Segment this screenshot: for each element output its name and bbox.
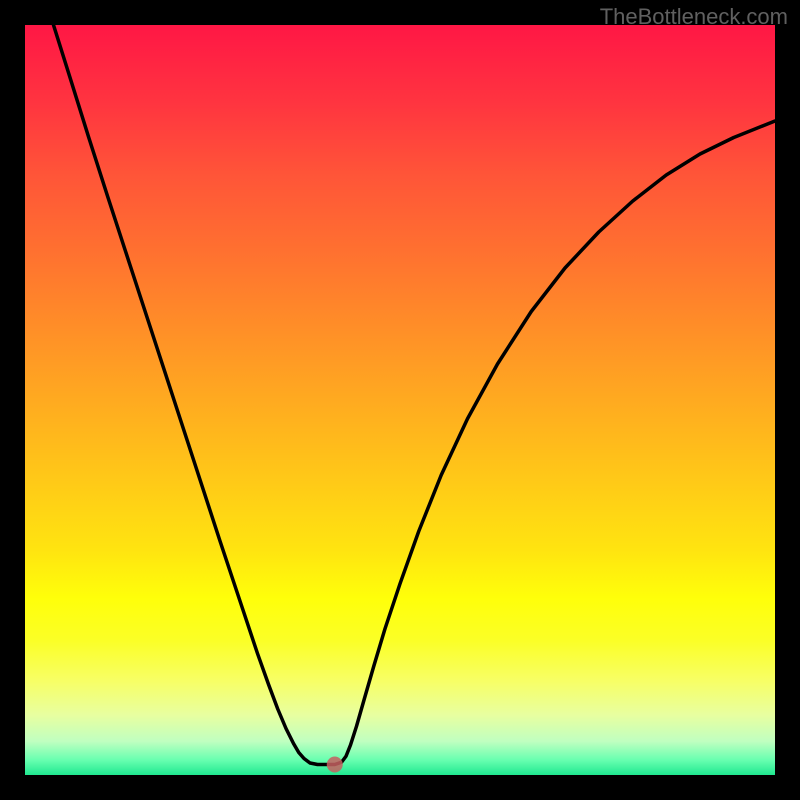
- optimal-point-marker: [327, 757, 343, 773]
- bottleneck-chart: [25, 25, 775, 775]
- chart-svg: [25, 25, 775, 775]
- watermark: TheBottleneck.com: [600, 4, 788, 30]
- chart-background: [25, 25, 775, 775]
